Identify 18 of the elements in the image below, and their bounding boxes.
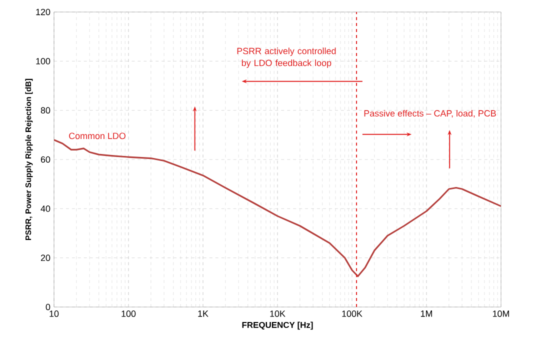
annotation: Common LDO: [69, 132, 126, 140]
x-tick-label: 1K: [198, 310, 208, 317]
annotation: PSRR actively controlled by LDO feedback loop: [237, 48, 336, 68]
y-tick-label: 80: [40, 107, 50, 114]
x-tick-label: 10: [50, 310, 59, 317]
y-tick-label: 100: [36, 58, 50, 64]
y-tick-label: 0: [46, 304, 50, 310]
x-tick-label: 100K: [342, 310, 362, 317]
y-tick-label: 120: [36, 8, 50, 16]
x-tick-label: 100: [122, 310, 136, 317]
x-axis-title: FREQUENCY [Hz]: [242, 322, 313, 330]
x-tick-label: 1M: [420, 310, 432, 317]
y-tick-label: 20: [40, 254, 50, 262]
y-tick-label: 60: [40, 156, 50, 163]
x-tick-label: 10M: [492, 310, 509, 317]
x-tick-label: 10K: [270, 310, 286, 317]
y-tick-label: 40: [40, 205, 50, 212]
annotation: Passive effects – CAP, load, PCB: [364, 110, 496, 118]
